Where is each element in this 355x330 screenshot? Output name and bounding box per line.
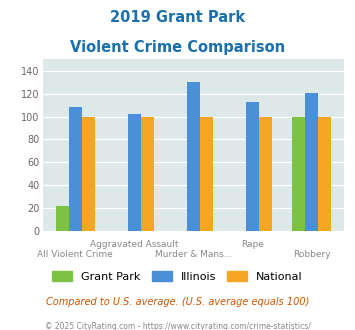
Text: Murder & Mans...: Murder & Mans... (155, 250, 232, 259)
Bar (292, 116, 305, 231)
Bar (82, 116, 95, 231)
Bar (187, 82, 200, 231)
Bar (141, 116, 154, 231)
Legend: Grant Park, Illinois, National: Grant Park, Illinois, National (53, 271, 302, 282)
Text: 2019 Grant Park: 2019 Grant Park (110, 10, 245, 25)
Bar (259, 116, 272, 231)
Text: © 2025 CityRating.com - https://www.cityrating.com/crime-statistics/: © 2025 CityRating.com - https://www.city… (45, 322, 310, 330)
Bar (305, 93, 318, 231)
Bar (69, 108, 82, 231)
Bar (246, 102, 259, 231)
Bar (56, 206, 69, 231)
Bar (128, 114, 141, 231)
Text: All Violent Crime: All Violent Crime (37, 250, 113, 259)
Text: Compared to U.S. average. (U.S. average equals 100): Compared to U.S. average. (U.S. average … (46, 297, 309, 307)
Bar (200, 116, 213, 231)
Text: Violent Crime Comparison: Violent Crime Comparison (70, 40, 285, 54)
Text: Rape: Rape (241, 240, 264, 249)
Text: Aggravated Assault: Aggravated Assault (90, 240, 179, 249)
Bar (318, 116, 331, 231)
Text: Robbery: Robbery (293, 250, 331, 259)
